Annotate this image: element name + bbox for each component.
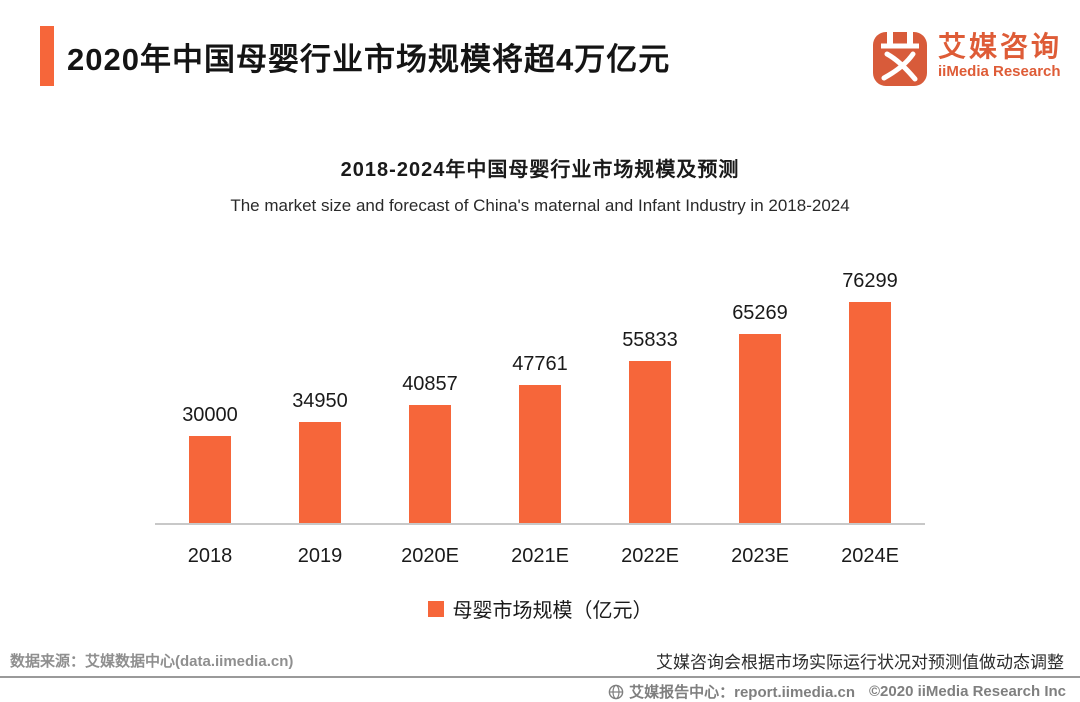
bar-2023E [739,334,781,523]
title-accent-bar [40,26,54,86]
bar-value-label: 34950 [292,390,348,412]
report-center-text: 艾媒报告中心：report.iimedia.cn [629,684,855,701]
chart-subtitle: The market size and forecast of China's … [230,196,850,215]
x-axis-line [155,523,925,525]
footer-divider [0,676,1080,678]
x-axis-tick-label: 2019 [297,545,343,567]
bar-2021E [519,385,561,523]
bar-value-label: 55833 [622,329,678,351]
legend-label: 母婴市场规模（亿元） [452,600,653,622]
legend: 母婴市场规模（亿元） [155,594,925,623]
x-axis-tick-label: 2023E [731,545,789,567]
bar-value-label: 76299 [842,270,898,292]
page-title: 2020年中国母婴行业市场规模将超4万亿元 [67,41,671,77]
x-axis-tick-label: 2020E [401,545,459,567]
iimedia-logo-svg [872,26,927,86]
data-source-note: 数据来源：艾媒数据中心(data.iimedia.cn) [10,653,294,670]
bar-column: 47761 [485,353,595,523]
bar-column: 30000 [155,404,265,523]
bar-value-label: 47761 [512,353,568,375]
bar-2024E [849,302,891,523]
bar-column: 40857 [375,373,485,523]
copyright-text: ©2020 iiMedia Research Inc [869,683,1066,700]
brand-name-en: iiMedia Research [937,63,1061,80]
brand-text: 艾媒咨询 iiMedia Research [938,31,1062,81]
x-axis-tick-label: 2018 [187,545,233,567]
chart-title: 2018-2024年中国母婴行业市场规模及预测 [340,159,740,181]
globe-icon [608,684,624,700]
iimedia-logo-icon [872,25,928,87]
bar-2022E [629,361,671,523]
bar-chart: 30000 34950 40857 47761 55833 65269 76299 2018… [155,240,925,623]
brand-logo: 艾媒咨询 iiMedia Research [872,25,1062,87]
bar-2019 [299,422,341,523]
plot-area: 30000 34950 40857 47761 55833 65269 76299 [155,240,925,523]
brand-name-cn: 艾媒咨询 [937,31,1062,62]
bar-column: 34950 [265,390,375,523]
bar-column: 65269 [705,302,815,523]
header: 2020年中国母婴行业市场规模将超4万亿元 艾媒咨询 iiMedia Resea… [40,24,1062,88]
bar-value-label: 65269 [732,302,788,324]
bottom-bar: 艾媒报告中心：report.iimedia.cn ©2020 iiMedia R… [608,681,1066,702]
bar-column: 55833 [595,329,705,523]
bar-value-label: 30000 [182,404,238,426]
legend-swatch [427,600,444,617]
bar-2020E [409,405,451,523]
bar-value-label: 40857 [402,373,458,395]
x-axis-tick-label: 2021E [511,545,569,567]
bar-2018 [189,436,231,523]
forecast-adjustment-note: 艾媒咨询会根据市场实际运行状况对预测值做动态调整 [656,653,1064,672]
x-axis-labels: 2018 2019 2020E 2021E 2022E 2023E 2024E [155,525,925,568]
x-axis-tick-label: 2022E [621,545,679,567]
bar-column: 76299 [815,270,925,523]
x-axis-tick-label: 2024E [841,545,899,567]
